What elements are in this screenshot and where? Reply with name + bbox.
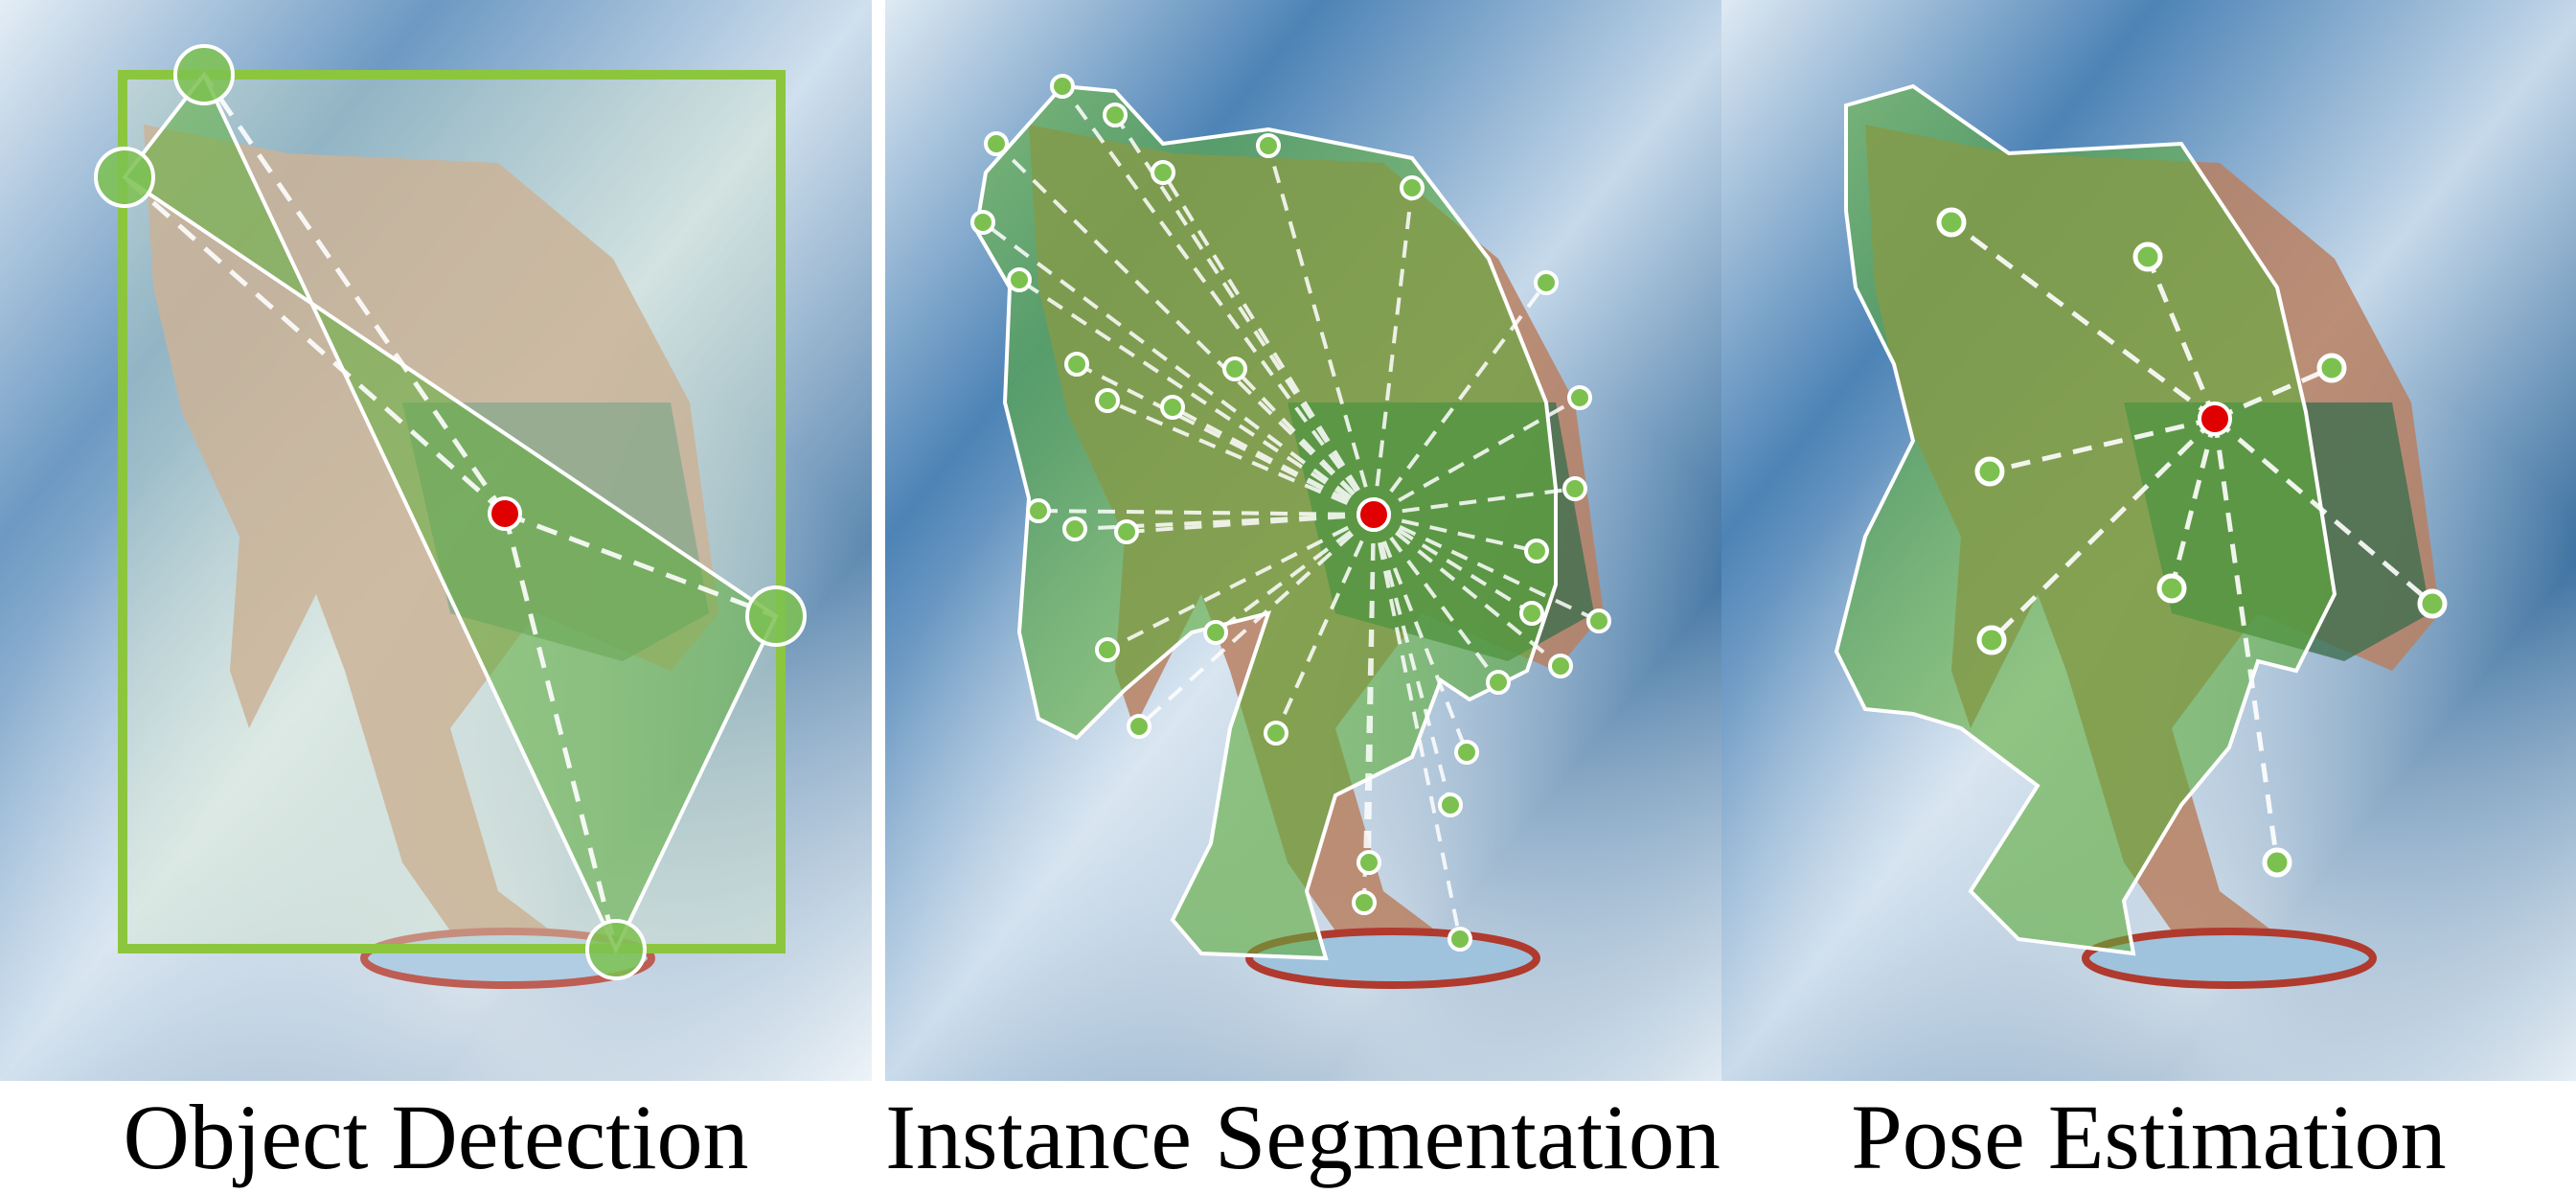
keypoint-icon xyxy=(984,131,1009,156)
panel-instance-segmentation xyxy=(885,0,1757,1081)
keypoint-icon xyxy=(2417,588,2448,619)
center-point-icon xyxy=(2198,402,2232,436)
panel-pose-estimation xyxy=(1721,0,2576,1081)
keypoint-icon xyxy=(1352,890,1377,915)
keypoint-icon xyxy=(1448,927,1472,952)
keypoint-icon xyxy=(1486,670,1511,695)
keypoint-icon xyxy=(2156,573,2187,604)
keypoint-icon xyxy=(1103,103,1128,127)
keypoint-icon xyxy=(1534,270,1559,295)
keypoint-icon xyxy=(1400,175,1425,200)
keypoint-icon xyxy=(1256,133,1281,158)
keypoint-icon xyxy=(1586,608,1611,633)
center-point-icon xyxy=(1356,497,1391,532)
keypoint-icon xyxy=(2316,353,2347,383)
keypoint-icon xyxy=(1356,850,1381,875)
keypoint-icon xyxy=(2262,847,2292,878)
keypoint-icon xyxy=(1562,476,1587,501)
keypoint-icon xyxy=(585,919,647,980)
pose-mask xyxy=(1834,83,2337,956)
keypoint-icon xyxy=(745,586,807,647)
keypoint-icon xyxy=(1160,395,1185,420)
keypoint-icon xyxy=(1151,160,1175,185)
keypoint-icon xyxy=(1548,654,1573,678)
keypoint-icon xyxy=(970,210,995,235)
keypoint-icon xyxy=(94,147,155,208)
keypoint-icon xyxy=(1007,267,1032,292)
keypoint-icon xyxy=(2132,241,2163,272)
caption-object-detection: Object Detection xyxy=(123,1086,749,1188)
keypoint-icon xyxy=(1524,539,1549,563)
keypoint-icon xyxy=(1026,498,1051,523)
keypoint-icon xyxy=(1114,519,1139,544)
panel-object-detection xyxy=(0,0,872,1081)
center-point-icon xyxy=(488,496,522,531)
segmentation-mask xyxy=(973,83,1558,961)
caption-instance-segmentation: Instance Segmentation xyxy=(885,1086,1721,1188)
keypoint-icon xyxy=(1454,740,1479,765)
keypoint-icon xyxy=(1095,388,1120,413)
keypoint-icon xyxy=(1062,517,1087,541)
keypoint-icon xyxy=(1976,625,2007,655)
keypoint-icon xyxy=(1127,714,1151,739)
keypoint-icon xyxy=(1203,620,1228,645)
keypoint-icon xyxy=(1519,601,1544,626)
keypoint-icon xyxy=(1095,637,1120,662)
caption-pose-estimation: Pose Estimation xyxy=(1851,1086,2447,1188)
keypoint-icon xyxy=(1264,721,1288,746)
keypoint-icon xyxy=(1567,385,1592,410)
keypoint-icon xyxy=(1936,207,1967,238)
keypoint-icon xyxy=(1438,792,1463,817)
keypoint-icon xyxy=(1974,456,2005,487)
keypoint-icon xyxy=(1222,356,1247,381)
keypoint-icon xyxy=(173,44,235,105)
keypoint-icon xyxy=(1050,74,1075,99)
keypoint-icon xyxy=(1064,352,1089,377)
